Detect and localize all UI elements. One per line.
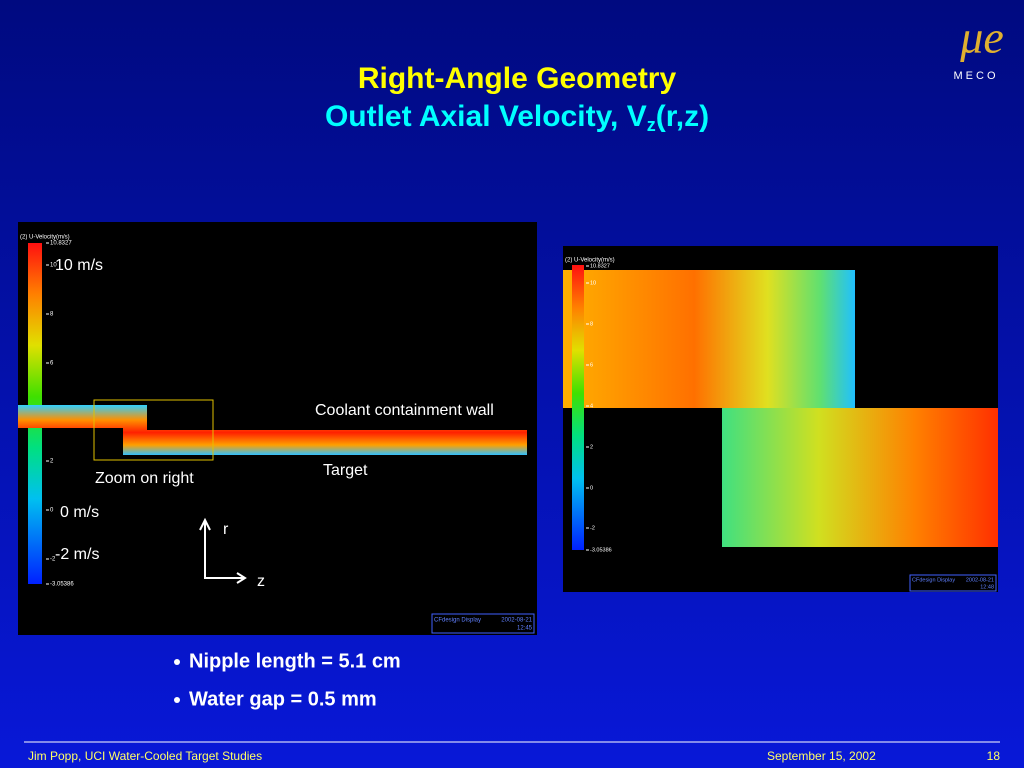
colorbar-label: 10.8327 bbox=[590, 263, 610, 269]
footer-author: Jim Popp, UCI Water-Cooled Target Studie… bbox=[28, 749, 262, 763]
colorbar bbox=[572, 265, 584, 550]
colorbar-label: 10.8327 bbox=[50, 241, 72, 247]
colorbar-label: 0 bbox=[50, 508, 54, 514]
colorbar-label: -2 bbox=[50, 557, 56, 563]
annotation: -2 m/s bbox=[55, 546, 99, 563]
axis-arrows bbox=[199, 517, 247, 584]
colorbar-label: 6 bbox=[50, 361, 54, 367]
colorbar-label: 6 bbox=[590, 362, 593, 368]
flow-field bbox=[18, 405, 527, 455]
annotation: Target bbox=[323, 462, 368, 479]
colorbar-label: 8 bbox=[50, 312, 54, 318]
annotation: r bbox=[223, 521, 229, 538]
colorbar-label: 10 bbox=[590, 280, 596, 286]
bullet-dot bbox=[174, 659, 180, 665]
colorbar-title: (2) U-Velocity(m/s) bbox=[565, 258, 615, 264]
bullet: Nipple length = 5.1 cm bbox=[189, 650, 401, 672]
display-date: 2002-08-21 bbox=[501, 618, 532, 624]
colorbar-label: 0 bbox=[590, 485, 593, 491]
colorbar-label: -3.05386 bbox=[590, 547, 612, 553]
right-panel: (2) U-Velocity(m/s) 10.8327 10 8 6 4 2 0 -2 -3.0… bbox=[563, 246, 998, 592]
flow-upper bbox=[563, 270, 855, 408]
bullet-dot bbox=[174, 697, 180, 703]
display-name: CFdesign Display bbox=[912, 577, 955, 583]
display-box bbox=[909, 574, 997, 592]
display-box bbox=[431, 613, 535, 634]
logo-text: MECO bbox=[954, 70, 999, 82]
flow-lower bbox=[722, 408, 998, 547]
footer-page: 18 bbox=[987, 749, 1001, 763]
display-time: 12:48 bbox=[980, 584, 994, 590]
left-panel: (2) U-Velocity(m/s) 10.83271086420-2-3.0… bbox=[18, 222, 537, 635]
colorbar-label: 8 bbox=[590, 321, 593, 327]
annotation: Zoom on right bbox=[95, 470, 194, 487]
annotation: 10 m/s bbox=[55, 257, 103, 274]
colorbar-label: 2 bbox=[50, 459, 54, 465]
colorbar-title: (2) U-Velocity(m/s) bbox=[20, 235, 70, 241]
zoom-box bbox=[93, 399, 214, 461]
subtitle-subscript: z bbox=[647, 115, 656, 135]
subtitle-suffix: (r,z) bbox=[656, 100, 709, 133]
colorbar-label: 2 bbox=[590, 444, 593, 450]
title: Right-Angle Geometry bbox=[358, 62, 677, 95]
panel-bg bbox=[18, 222, 537, 635]
annotation: 0 m/s bbox=[60, 504, 99, 521]
subtitle-text: Outlet Axial Velocity, V bbox=[325, 100, 647, 133]
annotation: Coolant containment wall bbox=[315, 402, 494, 419]
colorbar-label: -2 bbox=[590, 525, 595, 531]
colorbar-label: -3.05386 bbox=[50, 582, 74, 588]
display-name: CFdesign Display bbox=[434, 618, 481, 624]
display-time: 12:45 bbox=[517, 626, 533, 632]
logo-symbol: μe bbox=[959, 12, 1004, 63]
subtitle: Outlet Axial Velocity, Vz(r,z) bbox=[325, 100, 709, 135]
colorbar-label: 10 bbox=[50, 263, 57, 269]
colorbar-label: 4 bbox=[590, 403, 593, 409]
footer-date: September 15, 2002 bbox=[767, 749, 876, 763]
display-date: 2002-08-21 bbox=[966, 577, 994, 583]
bullet: Water gap = 0.5 mm bbox=[189, 688, 377, 710]
annotation: z bbox=[257, 573, 265, 590]
